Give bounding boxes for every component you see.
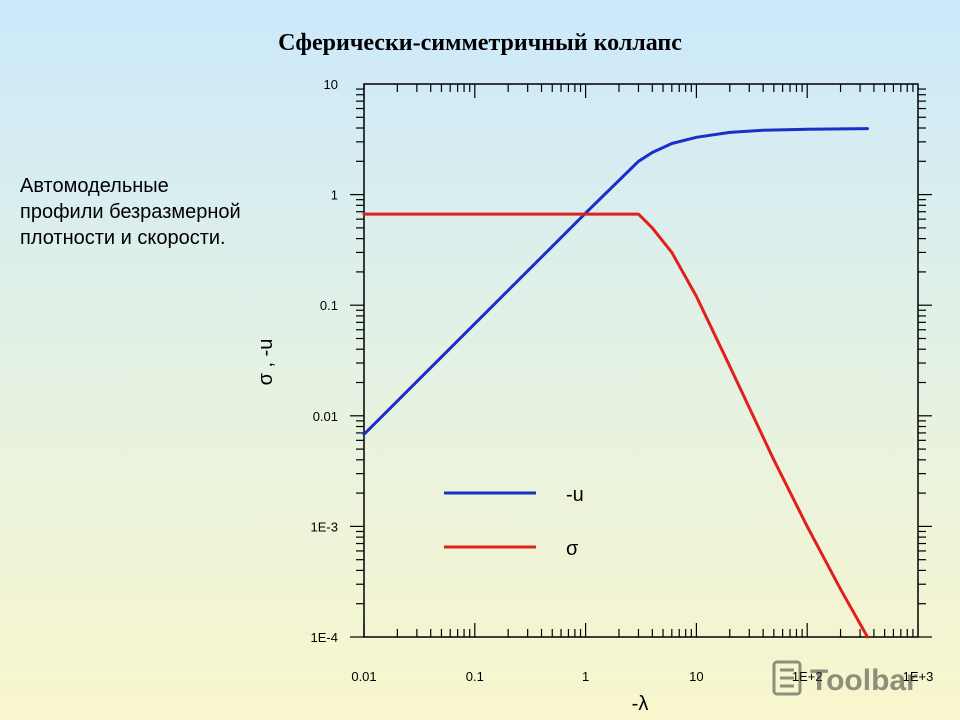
x-tick-label: 1 <box>582 669 589 684</box>
caption-line-2: профили безразмерной <box>20 201 241 223</box>
legend-label: -u <box>566 484 584 506</box>
watermark-logo: Toolbar <box>772 660 918 697</box>
y-axis-title: σ , -u <box>255 339 277 386</box>
chart-ticks <box>350 84 932 638</box>
x-tick-label: 0.1 <box>466 669 484 684</box>
x-tick-label: 1E+3 <box>903 669 934 684</box>
page-title: Сферически-симметричный коллапс <box>0 30 960 57</box>
series-line-velocity <box>362 127 869 436</box>
chart-caption: Автомодельные профили безразмерной плотн… <box>20 173 290 251</box>
watermark-logo-text: Toolbar <box>810 664 918 697</box>
series-line-density <box>362 212 869 639</box>
y-tick-label: 10 <box>324 77 338 92</box>
y-tick-label: 0.01 <box>313 409 338 424</box>
chart-frame <box>363 83 919 638</box>
x-tick-label: 0.01 <box>351 669 376 684</box>
legend-label: σ <box>566 538 579 560</box>
chart-legend: -u σ <box>444 484 584 560</box>
chart-series <box>362 127 869 639</box>
plot-area-border <box>363 83 919 638</box>
x-axis-title: -λ <box>632 693 649 715</box>
chart-title-text: Сферически-симметричный коллапс <box>278 30 682 56</box>
x-tick-label: 10 <box>689 669 703 684</box>
y-tick-label: 0.1 <box>320 298 338 313</box>
y-tick-label: 1 <box>331 188 338 203</box>
caption-line-1: Автомодельные <box>20 175 169 197</box>
y-tick-label: 1E-3 <box>311 519 338 534</box>
caption-line-3: плотности и скорости. <box>20 227 226 249</box>
y-tick-label: 1E-4 <box>311 630 338 645</box>
